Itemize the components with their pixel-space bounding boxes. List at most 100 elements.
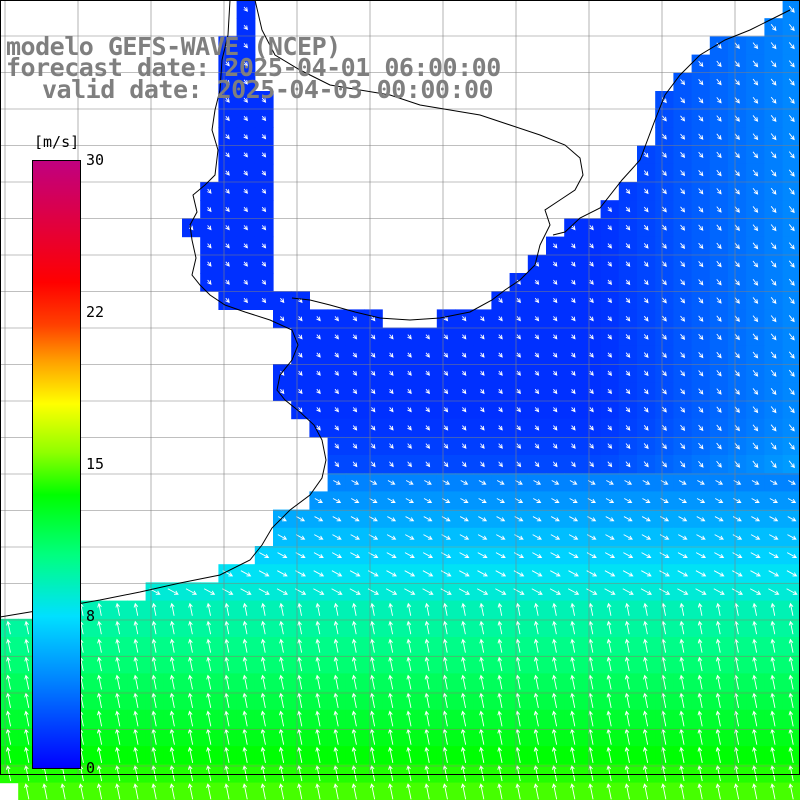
wind-arrow — [568, 552, 579, 559]
wind-arrow — [442, 674, 448, 690]
wind-arrow — [770, 638, 776, 653]
wind-arrow — [314, 498, 323, 503]
wind-arrow — [752, 42, 759, 50]
wind-arrow — [788, 351, 795, 359]
wind-arrow — [552, 674, 557, 690]
wind-arrow — [133, 674, 139, 690]
wind-arrow — [752, 169, 759, 177]
wind-arrow — [478, 480, 487, 485]
wind-arrow — [407, 370, 412, 376]
wind-arrow — [752, 60, 759, 68]
wind-arrow — [552, 638, 557, 653]
wind-arrow — [406, 783, 412, 800]
wind-arrow — [498, 352, 503, 358]
wind-arrow — [716, 460, 722, 468]
wind-arrow — [260, 656, 266, 672]
wind-arrow — [169, 710, 175, 727]
wind-arrow — [732, 516, 742, 522]
wind-arrow — [607, 279, 612, 285]
wind-arrow — [425, 407, 430, 413]
wind-arrow — [715, 480, 724, 485]
wind-arrow — [606, 656, 612, 672]
wind-arrow — [607, 297, 612, 304]
wind-arrow — [734, 188, 740, 195]
wind-arrow — [643, 297, 649, 304]
wind-arrow — [571, 334, 576, 340]
wind-arrow — [534, 602, 539, 616]
wind-arrow — [460, 746, 467, 763]
wind-cell — [782, 564, 800, 583]
wind-arrow — [571, 388, 576, 395]
wind-arrow — [734, 442, 741, 450]
wind-arrow — [261, 115, 267, 122]
wind-arrow — [515, 620, 521, 635]
wind-arrow — [351, 783, 357, 800]
wind-arrow — [768, 552, 779, 559]
wind-arrow — [679, 638, 685, 653]
wind-arrow — [698, 206, 704, 213]
wind-arrow — [607, 461, 613, 468]
wind-arrow — [697, 710, 703, 727]
wind-arrow — [714, 534, 724, 540]
wind-arrow — [716, 188, 722, 195]
wind-arrow — [151, 602, 157, 616]
wind-arrow — [297, 602, 302, 616]
wind-arrow — [624, 783, 630, 800]
wind-arrow — [443, 334, 449, 340]
wind-arrow — [498, 443, 503, 449]
wind-arrow — [550, 534, 561, 540]
wind-arrow — [315, 746, 321, 763]
wind-arrow — [385, 588, 398, 595]
wind-arrow — [570, 692, 576, 708]
wind-arrow — [552, 352, 558, 358]
wind-arrow — [224, 602, 230, 616]
wind-arrow — [698, 370, 704, 377]
wind-arrow — [770, 260, 777, 268]
wind-arrow — [680, 133, 686, 140]
wind-arrow — [643, 602, 648, 616]
wind-arrow — [333, 692, 339, 708]
wind-arrow — [661, 424, 667, 431]
wind-arrow — [169, 656, 175, 672]
wind-arrow — [480, 352, 485, 358]
wind-arrow — [370, 370, 376, 376]
wind-arrow — [588, 656, 594, 672]
wind-cell — [782, 655, 800, 674]
wind-arrow — [424, 620, 430, 635]
wind-arrow — [770, 78, 777, 86]
wind-arrow — [133, 638, 139, 653]
wind-arrow — [625, 370, 631, 377]
wind-arrow — [369, 710, 376, 727]
wind-arrow — [515, 746, 521, 763]
wind-arrow — [516, 352, 521, 358]
wind-arrow — [533, 480, 542, 485]
wind-arrow — [480, 316, 485, 322]
wind-arrow — [751, 480, 760, 485]
wind-arrow — [151, 674, 157, 690]
wind-arrow — [622, 570, 634, 577]
wind-arrow — [607, 334, 612, 340]
wind-arrow — [370, 638, 375, 653]
wind-arrow — [498, 370, 503, 376]
wind-arrow — [570, 710, 576, 727]
wind-arrow — [388, 783, 394, 800]
wind-arrow — [570, 783, 576, 800]
wind-arrow — [588, 783, 594, 800]
wind-arrow — [331, 570, 343, 577]
wind-arrow — [515, 480, 523, 485]
wind-arrow — [334, 425, 339, 431]
wind-arrow — [277, 552, 288, 559]
wind-arrow — [460, 480, 469, 485]
wind-arrow — [242, 710, 248, 727]
wind-arrow — [604, 570, 616, 577]
wind-arrow — [388, 602, 393, 616]
wind-arrow — [333, 480, 341, 485]
wind-arrow — [424, 783, 430, 800]
wind-arrow — [207, 243, 212, 249]
wind-arrow — [389, 334, 394, 340]
wind-arrow — [497, 602, 503, 616]
wind-arrow — [551, 783, 558, 800]
wind-arrow — [643, 443, 649, 450]
wind-arrow — [278, 746, 285, 763]
